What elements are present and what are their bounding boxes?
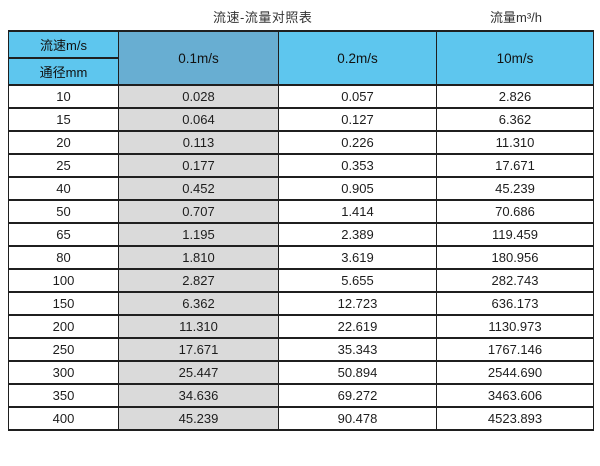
flow-value-cell: 25.447: [118, 360, 279, 385]
table-row: 10 0.028 0.057 2.826: [8, 84, 594, 109]
flow-unit-label: 流量m³/h: [490, 10, 543, 25]
flow-value-cell: 1.195: [118, 222, 279, 247]
diameter-cell: 15: [8, 107, 119, 132]
table-row: 150 6.362 12.723 636.173: [8, 291, 594, 316]
flow-value-cell: 22.619: [278, 314, 437, 339]
flow-value-cell: 11.310: [118, 314, 279, 339]
flow-value-cell: 0.707: [118, 199, 279, 224]
column-header-10ms: 10m/s: [436, 30, 594, 86]
flow-value-cell: 69.272: [278, 383, 437, 408]
flow-value-cell: 636.173: [436, 291, 594, 316]
flow-value-cell: 0.226: [278, 130, 437, 155]
diameter-cell: 400: [8, 406, 119, 431]
table-row: 250 17.671 35.343 1767.146: [8, 337, 594, 362]
table-header: 流速m/s 0.1m/s 0.2m/s 10m/s 通径mm: [8, 30, 594, 86]
column-header-0-1ms: 0.1m/s: [118, 30, 279, 86]
flow-value-cell: 1.810: [118, 245, 279, 270]
flow-value-cell: 2.826: [436, 84, 594, 109]
diameter-cell: 20: [8, 130, 119, 155]
flow-value-cell: 119.459: [436, 222, 594, 247]
table-row: 65 1.195 2.389 119.459: [8, 222, 594, 247]
diameter-cell: 100: [8, 268, 119, 293]
flow-value-cell: 6.362: [118, 291, 279, 316]
flow-value-cell: 45.239: [118, 406, 279, 431]
flow-value-cell: 0.113: [118, 130, 279, 155]
flow-value-cell: 0.177: [118, 153, 279, 178]
flow-value-cell: 2.389: [278, 222, 437, 247]
table-row: 15 0.064 0.127 6.362: [8, 107, 594, 132]
flow-value-cell: 1767.146: [436, 337, 594, 362]
flow-value-cell: 0.127: [278, 107, 437, 132]
title-bar: 流速-流量对照表 流量m³/h: [0, 0, 600, 30]
column-header-0-2ms: 0.2m/s: [278, 30, 437, 86]
diameter-cell: 350: [8, 383, 119, 408]
flow-value-cell: 3.619: [278, 245, 437, 270]
flow-value-cell: 35.343: [278, 337, 437, 362]
flow-value-cell: 0.057: [278, 84, 437, 109]
flow-value-cell: 180.956: [436, 245, 594, 270]
table-row: 50 0.707 1.414 70.686: [8, 199, 594, 224]
header-row-bottom: 通径mm: [8, 57, 594, 86]
diameter-cell: 25: [8, 153, 119, 178]
diameter-axis-header: 通径mm: [8, 57, 119, 86]
table-row: 350 34.636 69.272 3463.606: [8, 383, 594, 408]
flow-rate-table: 流速m/s 0.1m/s 0.2m/s 10m/s 通径mm 10 0.028 0.…: [8, 30, 594, 431]
flow-value-cell: 45.239: [436, 176, 594, 201]
table-row: 20 0.113 0.226 11.310: [8, 130, 594, 155]
flow-value-cell: 1130.973: [436, 314, 594, 339]
flow-value-cell: 17.671: [436, 153, 594, 178]
flow-value-cell: 0.028: [118, 84, 279, 109]
table-row: 100 2.827 5.655 282.743: [8, 268, 594, 293]
flow-value-cell: 282.743: [436, 268, 594, 293]
diameter-cell: 80: [8, 245, 119, 270]
flow-value-cell: 5.655: [278, 268, 437, 293]
diameter-cell: 200: [8, 314, 119, 339]
flow-value-cell: 2.827: [118, 268, 279, 293]
flow-value-cell: 0.905: [278, 176, 437, 201]
flow-value-cell: 70.686: [436, 199, 594, 224]
flow-value-cell: 3463.606: [436, 383, 594, 408]
table-title: 流速-流量对照表: [213, 10, 313, 25]
velocity-axis-header: 流速m/s: [8, 30, 119, 59]
flow-value-cell: 1.414: [278, 199, 437, 224]
flow-value-cell: 0.353: [278, 153, 437, 178]
flow-value-cell: 50.894: [278, 360, 437, 385]
diameter-cell: 40: [8, 176, 119, 201]
table-row: 25 0.177 0.353 17.671: [8, 153, 594, 178]
flow-value-cell: 6.362: [436, 107, 594, 132]
table-body: 10 0.028 0.057 2.826 15 0.064 0.127 6.362 20 0.11…: [8, 84, 594, 431]
table-row: 300 25.447 50.894 2544.690: [8, 360, 594, 385]
diameter-cell: 65: [8, 222, 119, 247]
table-row: 80 1.810 3.619 180.956: [8, 245, 594, 270]
flow-value-cell: 17.671: [118, 337, 279, 362]
diameter-cell: 250: [8, 337, 119, 362]
flow-value-cell: 34.636: [118, 383, 279, 408]
flow-value-cell: 0.452: [118, 176, 279, 201]
diameter-cell: 10: [8, 84, 119, 109]
table-row: 40 0.452 0.905 45.239: [8, 176, 594, 201]
diameter-cell: 150: [8, 291, 119, 316]
diameter-cell: 300: [8, 360, 119, 385]
flow-value-cell: 90.478: [278, 406, 437, 431]
flow-value-cell: 2544.690: [436, 360, 594, 385]
header-row-top: 流速m/s 0.1m/s 0.2m/s 10m/s: [8, 30, 594, 86]
flow-value-cell: 0.064: [118, 107, 279, 132]
flow-value-cell: 11.310: [436, 130, 594, 155]
flow-value-cell: 12.723: [278, 291, 437, 316]
table-row: 400 45.239 90.478 4523.893: [8, 406, 594, 431]
flow-value-cell: 4523.893: [436, 406, 594, 431]
diameter-cell: 50: [8, 199, 119, 224]
table-row: 200 11.310 22.619 1130.973: [8, 314, 594, 339]
